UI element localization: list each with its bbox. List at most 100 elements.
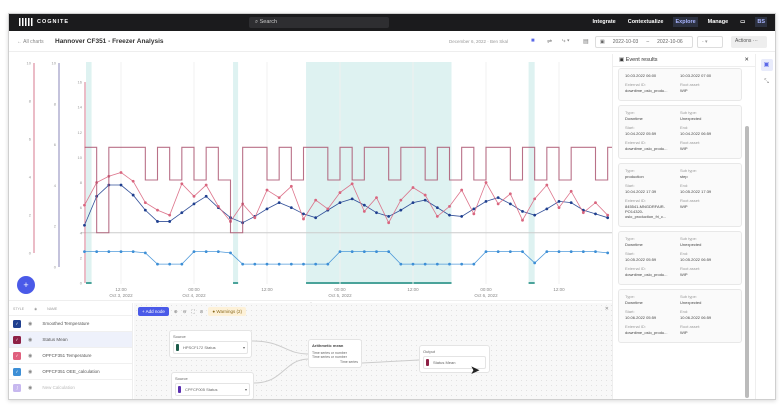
series-row[interactable]: ✓ ◉ OPFCF351 OEE_calculation bbox=[9, 363, 132, 379]
data-point bbox=[119, 250, 123, 254]
date-range-picker[interactable]: ▣ 2022-10-03–2022-10-06 bbox=[595, 36, 693, 48]
x-tick-date: Oct 6, 2022 bbox=[474, 293, 498, 298]
threshold-icon[interactable]: ⤷ ▾ bbox=[562, 38, 570, 44]
y-tick-label: 8 bbox=[29, 99, 32, 104]
event-card[interactable]: Type: Sub type: Downtime Unexpected Start: En… bbox=[618, 289, 742, 343]
merge-icon[interactable]: ⇌ bbox=[547, 39, 553, 45]
fit-view-icon[interactable]: ⛶ bbox=[191, 309, 195, 314]
data-point bbox=[119, 183, 123, 187]
data-point bbox=[545, 250, 549, 254]
style-swatch[interactable]: ✓ bbox=[13, 351, 21, 360]
data-point bbox=[484, 199, 488, 203]
data-point bbox=[387, 250, 391, 254]
eye-icon[interactable]: ◉ bbox=[28, 384, 33, 391]
source-node-2[interactable]: Source CPFCF005 Status ▾ bbox=[171, 372, 254, 399]
eye-icon[interactable]: ◉ bbox=[28, 320, 33, 327]
eye-icon[interactable]: ◉ bbox=[28, 368, 33, 375]
nav-explore[interactable]: Explore bbox=[673, 17, 698, 27]
data-point bbox=[411, 186, 415, 189]
warnings-badge[interactable]: ● Warnings (2) bbox=[208, 307, 246, 316]
arithmetic-mean-node[interactable]: Arithmetic mean Time series or number Time… bbox=[308, 339, 362, 368]
series-row[interactable]: ✓ ◉ Smoothed Temperature bbox=[9, 315, 132, 331]
stack-icon[interactable]: ■ bbox=[531, 38, 535, 44]
user-avatar[interactable]: BS bbox=[755, 17, 767, 27]
search-input[interactable]: ⌕ Search bbox=[249, 17, 389, 28]
data-point bbox=[168, 220, 172, 223]
source-select[interactable]: HPSCF172 Status ▾ bbox=[173, 341, 248, 354]
y-tick-label: 8 bbox=[54, 101, 57, 106]
source-node-1[interactable]: Source HPSCF172 Status ▾ bbox=[169, 330, 252, 358]
range-select[interactable]: - ▾ bbox=[697, 36, 723, 48]
close-panel-icon[interactable]: ✕ bbox=[744, 57, 749, 63]
data-point bbox=[204, 250, 208, 254]
zoom-in-icon[interactable]: ⊕ bbox=[173, 308, 178, 314]
panel-scrollbar[interactable] bbox=[745, 126, 749, 398]
style-swatch[interactable]: ✓ bbox=[13, 319, 21, 328]
event-card[interactable]: Type: Sub type: Downtime Unexpected Start: En… bbox=[618, 231, 742, 285]
nav-manage[interactable]: Manage bbox=[707, 19, 729, 25]
cognite-logo[interactable]: COGNITE bbox=[19, 18, 69, 26]
data-point bbox=[448, 213, 451, 217]
data-point bbox=[277, 262, 281, 266]
data-point bbox=[253, 262, 257, 266]
close-flow-icon[interactable]: ✕ bbox=[604, 306, 609, 312]
data-point bbox=[302, 262, 305, 266]
event-card[interactable]: Type: Sub type: production step Start: End: 10… bbox=[618, 163, 742, 227]
data-point bbox=[557, 199, 561, 203]
style-swatch[interactable]: ∫ bbox=[13, 383, 21, 392]
data-point bbox=[350, 250, 354, 254]
series-row[interactable]: ∫ ◉ New Calculation bbox=[9, 379, 132, 395]
event-card[interactable]: Type: Sub type: Downtime Unexpected Start: En… bbox=[618, 105, 742, 159]
data-point bbox=[216, 204, 220, 208]
event-band bbox=[86, 62, 92, 284]
data-point bbox=[119, 171, 123, 174]
zoom-out-icon[interactable]: ⊖ bbox=[182, 308, 187, 314]
add-series-button[interactable]: + bbox=[17, 276, 35, 294]
top-bar: COGNITE ⌕ Search Integrate Contextualize… bbox=[9, 14, 775, 31]
back-to-all-charts[interactable]: ← All charts bbox=[17, 39, 44, 45]
data-point bbox=[131, 193, 135, 197]
data-point bbox=[362, 210, 366, 213]
series-row[interactable]: ✓ ◉ Status Mean bbox=[9, 331, 132, 347]
events-tab-icon[interactable]: ▣ bbox=[760, 59, 773, 71]
data-point bbox=[435, 215, 439, 218]
style-swatch[interactable]: ✓ bbox=[13, 367, 21, 376]
data-point bbox=[521, 250, 524, 254]
help-icon[interactable]: ▭ bbox=[740, 19, 746, 25]
lock-icon[interactable]: ⊘ bbox=[199, 308, 204, 314]
series-row[interactable]: ✓ ◉ OPFCF351 Temperature bbox=[9, 347, 132, 363]
y-tick-label: 10 bbox=[52, 61, 57, 66]
calendar-icon[interactable]: ▤ bbox=[583, 39, 589, 45]
y-tick-label: 0 bbox=[80, 281, 83, 286]
nav-integrate[interactable]: Integrate bbox=[592, 19, 616, 25]
data-point bbox=[265, 207, 269, 211]
calculation-flow-canvas[interactable]: + Add node ⊕ ⊖ ⛶ ⊘ ● Warnings (2) ✕ Source H… bbox=[134, 303, 613, 399]
source-select[interactable]: CPFCF005 Status ▾ bbox=[175, 383, 250, 396]
y-tick-label: 6 bbox=[54, 142, 57, 147]
y-tick-label: 6 bbox=[80, 205, 83, 210]
eye-icon[interactable]: ◉ bbox=[28, 336, 33, 343]
data-point bbox=[83, 203, 86, 207]
logo-icon bbox=[19, 18, 33, 26]
data-point bbox=[569, 189, 573, 193]
event-band bbox=[306, 62, 452, 284]
thresholds-tab-icon[interactable]: ⤡ bbox=[764, 79, 769, 85]
data-point bbox=[375, 211, 378, 215]
style-swatch[interactable]: ✓ bbox=[13, 335, 21, 344]
eye-icon: ◉ bbox=[34, 307, 38, 311]
output-name-input[interactable]: Status Mean bbox=[423, 356, 486, 369]
nav-contextualize[interactable]: Contextualize bbox=[627, 19, 664, 25]
x-tick-label: 12:00 bbox=[407, 287, 419, 292]
y-tick-label: 4 bbox=[80, 230, 83, 235]
eye-icon[interactable]: ◉ bbox=[28, 352, 33, 359]
data-point bbox=[131, 250, 135, 254]
event-card[interactable]: 10.03.2022 06:00 10.03.2022 07:00 External… bbox=[618, 68, 742, 101]
data-point bbox=[460, 215, 464, 218]
output-node[interactable]: Output Status Mean bbox=[419, 345, 490, 373]
data-point bbox=[83, 223, 86, 227]
data-point bbox=[423, 193, 427, 197]
actions-button[interactable]: Actions ··· bbox=[731, 36, 767, 48]
data-point bbox=[533, 213, 537, 217]
add-node-button[interactable]: + Add node bbox=[138, 307, 169, 316]
